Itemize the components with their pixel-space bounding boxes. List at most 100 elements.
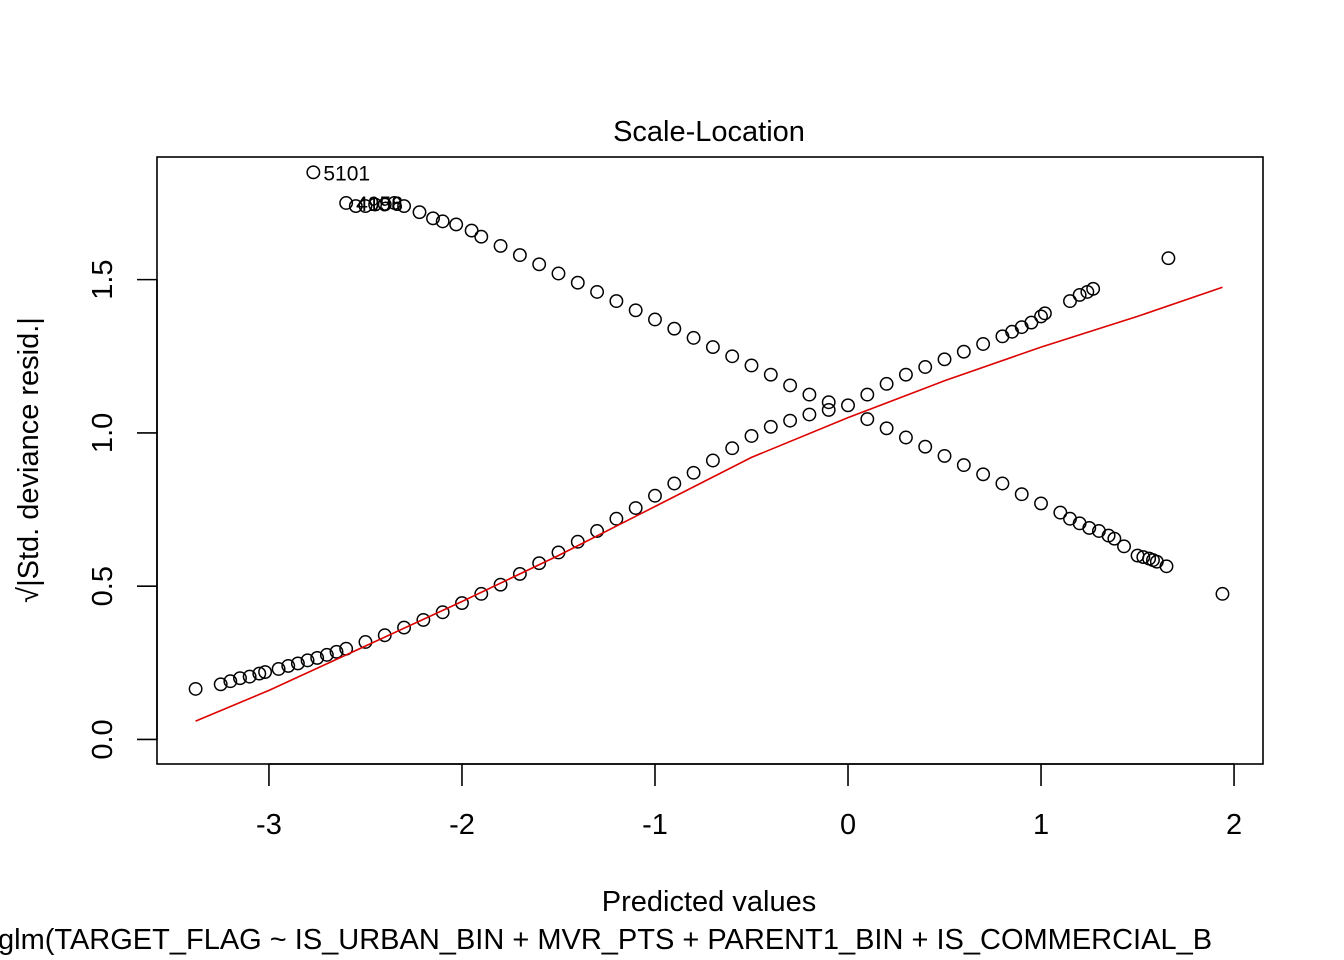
data-point	[188, 681, 203, 696]
data-point	[976, 337, 991, 351]
data-point	[879, 376, 894, 391]
data-point	[1034, 309, 1048, 324]
x-tick-label: -3	[256, 809, 282, 841]
data-point	[956, 344, 971, 359]
data-point	[416, 612, 431, 627]
data-point	[1117, 539, 1131, 554]
data-point	[258, 665, 273, 679]
data-point	[648, 312, 662, 327]
data-point	[763, 419, 778, 434]
smooth-line	[195, 286, 1223, 722]
data-point	[358, 199, 373, 214]
data-point	[1161, 251, 1176, 266]
x-tick-label: -2	[449, 809, 475, 841]
data-point	[319, 647, 334, 662]
data-point	[512, 566, 527, 581]
data-point	[377, 197, 392, 212]
data-point	[474, 586, 489, 601]
y-tick-label: 0.5	[87, 566, 119, 606]
data-point	[1053, 505, 1068, 520]
data-point	[397, 199, 412, 214]
y-tick-label: 1.0	[87, 413, 119, 453]
y-axis-label-radical: √	[13, 587, 45, 603]
data-point	[667, 476, 682, 491]
data-point	[281, 658, 296, 673]
data-point	[551, 266, 566, 281]
point-id-label: 4196	[356, 193, 403, 216]
data-point	[763, 367, 778, 382]
data-point	[860, 387, 875, 402]
data-point	[464, 223, 479, 238]
data-point	[449, 217, 464, 232]
svg-text:√|Std. deviance resid.|: √|Std. deviance resid.|	[13, 317, 45, 603]
data-point	[1034, 496, 1048, 511]
data-point	[532, 257, 547, 272]
data-point	[1107, 531, 1122, 546]
data-point	[426, 211, 440, 226]
data-point	[329, 644, 344, 659]
data-point	[705, 340, 720, 355]
data-point	[802, 387, 817, 402]
y-axis: 0.0 0.5 1.0 1.5	[87, 259, 158, 760]
data-point	[474, 229, 489, 244]
data-point	[898, 430, 913, 445]
model-formula-subtitle: glm(TARGET_FLAG ~ IS_URBAN_BIN + MVR_PTS…	[0, 924, 1212, 956]
data-point	[300, 653, 315, 668]
y-tick-label: 1.5	[87, 259, 119, 299]
data-point	[1005, 324, 1020, 339]
x-tick-label: 1	[1033, 809, 1049, 841]
data-point	[397, 620, 412, 635]
data-point	[1149, 554, 1164, 569]
data-point	[1063, 294, 1077, 309]
y-axis-label-text: |Std. deviance resid.|	[13, 317, 45, 587]
data-point	[1072, 288, 1087, 302]
x-axis-label: Predicted values	[602, 886, 816, 918]
data-point	[783, 413, 798, 428]
data-point	[387, 196, 402, 210]
data-point	[995, 476, 1010, 491]
data-point	[306, 165, 321, 180]
data-point	[725, 441, 740, 456]
data-point	[233, 671, 247, 686]
data-point	[705, 453, 720, 468]
data-point	[1037, 306, 1052, 321]
smooth-trend-line	[195, 286, 1223, 722]
data-point	[310, 650, 325, 665]
data-point	[821, 402, 836, 417]
data-point	[271, 662, 286, 676]
data-point	[512, 248, 527, 263]
data-point	[358, 635, 373, 649]
data-point	[455, 596, 469, 611]
data-point	[1086, 281, 1101, 296]
point-id-label: 5101	[323, 162, 370, 185]
data-point	[937, 352, 952, 367]
data-point	[242, 669, 257, 684]
data-point	[744, 358, 759, 373]
data-point	[532, 556, 547, 571]
data-point	[252, 666, 267, 681]
data-point	[348, 199, 363, 214]
data-point	[628, 501, 643, 515]
data-point	[1159, 559, 1174, 574]
data-point	[223, 674, 238, 689]
data-point	[1063, 511, 1077, 526]
data-point	[493, 238, 508, 253]
data-point	[1136, 550, 1151, 565]
data-point	[686, 330, 701, 345]
y-tick-label: 0.0	[87, 719, 119, 759]
data-point	[802, 407, 817, 422]
data-point	[435, 214, 450, 229]
data-point	[609, 511, 624, 526]
data-point	[1072, 516, 1087, 531]
x-tick-label: -1	[642, 809, 668, 841]
x-tick-label: 0	[840, 809, 856, 841]
data-point	[648, 488, 662, 503]
data-point	[1014, 487, 1029, 502]
data-point	[1082, 520, 1097, 535]
data-point	[377, 628, 392, 643]
data-point	[590, 284, 605, 299]
data-point	[918, 439, 933, 454]
data-point	[493, 577, 508, 592]
data-point	[435, 605, 450, 620]
